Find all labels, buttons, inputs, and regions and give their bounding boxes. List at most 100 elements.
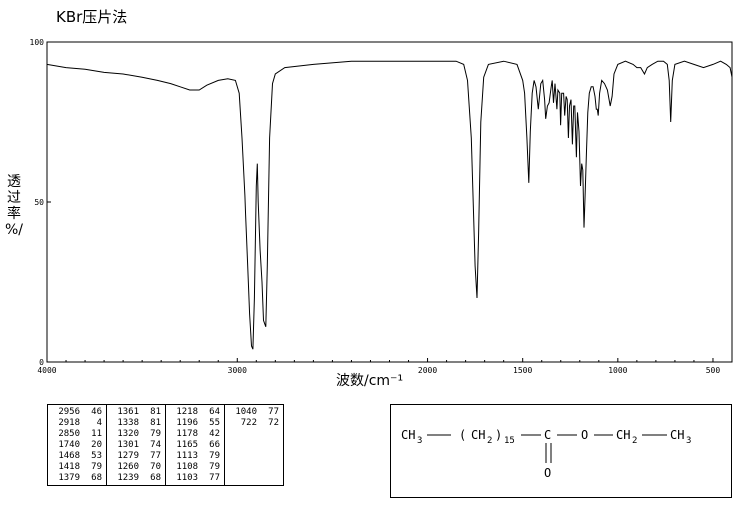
struct-carbonyl-c: C [544,428,551,442]
peak-table: 2956 46 2918 4 2850 11 1740 20 1468 53 1418 79 1379 6… [47,404,284,486]
peak-entry-empty [229,429,279,440]
spectrum-line [46,60,733,350]
peak-entry: 1379 68 [52,473,102,484]
peak-table-column: 2956 46 2918 4 2850 11 1740 20 1468 53 1418 79 1379 6… [47,404,107,486]
y-tick-label: 0 [39,358,44,367]
peak-transmittance: 68 [150,473,161,483]
struct-ether-o: O [581,428,588,442]
peak-transmittance: 46 [91,407,102,417]
peak-wavenumber: 722 [240,418,257,428]
struct-carbonyl-o: O [544,466,551,480]
chart-title: KBr压片法 [56,8,128,26]
peak-transmittance: 81 [150,407,161,417]
peak-wavenumber: 1379 [58,473,80,483]
peak-wavenumber: 1040 [235,407,257,417]
peak-entry: 1108 79 [170,462,220,473]
peak-wavenumber: 1338 [117,418,139,428]
peak-entry: 1040 77 [229,407,279,418]
peak-transmittance: 68 [91,473,102,483]
struct-sub: 2 [487,436,492,446]
peak-transmittance: 79 [91,462,102,472]
peak-entry: 1418 79 [52,462,102,473]
struct-ch2: CH [471,428,485,442]
peak-entry: 1178 42 [170,429,220,440]
peak-wavenumber: 1740 [58,440,80,450]
peak-transmittance: 42 [209,429,220,439]
peak-entry-empty [229,451,279,462]
y-axis-label-char: 透 [7,174,21,190]
peak-transmittance: 81 [150,418,161,428]
peak-wavenumber: 1239 [117,473,139,483]
y-axis-label-char: %/ [4,222,24,238]
peak-wavenumber: 1178 [176,429,198,439]
peak-entry: 1338 81 [111,418,161,429]
peak-entry: 1103 77 [170,473,220,484]
peak-transmittance: 77 [268,407,279,417]
peak-entry: 1320 79 [111,429,161,440]
struct-sub: 15 [504,436,515,446]
struct-ch2: CH [616,428,630,442]
y-axis-label-char: 过 [7,190,21,206]
peak-entry: 2918 4 [52,418,102,429]
peak-entry-empty [229,462,279,473]
peak-transmittance: 77 [209,473,220,483]
peak-transmittance: 53 [91,451,102,461]
struct-sub: 3 [417,436,422,446]
peak-transmittance: 79 [209,451,220,461]
peak-wavenumber: 1113 [176,451,198,461]
peak-table-column: 1040 77 722 72 [224,404,284,486]
peak-transmittance: 79 [150,429,161,439]
structure-box: CH 3 ( CH 2 ) 15 C O CH 2 CH 3 O [390,404,732,498]
peak-wavenumber: 1108 [176,462,198,472]
peak-entry: 1468 53 [52,451,102,462]
peak-entry: 1260 70 [111,462,161,473]
peak-wavenumber: 1418 [58,462,80,472]
peak-wavenumber: 1361 [117,407,139,417]
struct-paren-close: ) [495,428,502,442]
plot-frame [46,41,733,363]
peak-table-column: 1218 64 1196 55 1178 42 1165 66 1113 79 1108 79 1103… [165,404,225,486]
peak-wavenumber: 1301 [117,440,139,450]
peak-entry-empty [229,473,279,484]
peak-wavenumber: 1103 [176,473,198,483]
peak-entry: 1279 77 [111,451,161,462]
x-axis-label: 波数/cm⁻¹ [336,373,404,389]
x-tick-label: 4000 [37,366,56,375]
x-tick-label: 500 [706,366,721,375]
struct-paren-open: ( [459,428,466,442]
peak-transmittance: 79 [209,462,220,472]
peak-wavenumber: 2850 [58,429,80,439]
x-tick-label: 1000 [608,366,627,375]
peak-transmittance: 72 [268,418,279,428]
peak-wavenumber: 1320 [117,429,139,439]
peak-table-row: 2956 46 2918 4 2850 11 1740 20 1468 53 1418 79 1379 6… [47,404,284,486]
struct-ch3: CH [670,428,684,442]
peak-entry: 1361 81 [111,407,161,418]
peak-entry-empty [229,440,279,451]
y-axis-label: 透 过 率 %/ [4,174,24,238]
struct-ch3: CH [401,428,415,442]
peak-transmittance: 4 [96,418,102,428]
peak-entry: 1301 74 [111,440,161,451]
x-tick-label: 3000 [228,366,247,375]
peak-entry: 1165 66 [170,440,220,451]
peak-wavenumber: 1218 [176,407,198,417]
x-tick-label: 2000 [418,366,437,375]
axis-ticks: 4000 3000 2000 1500 1000 500 0 50 100 [30,38,721,375]
peak-entry: 1740 20 [52,440,102,451]
peak-transmittance: 55 [209,418,220,428]
x-tick-label: 1500 [513,366,532,375]
peak-transmittance: 70 [150,462,161,472]
peak-transmittance: 77 [150,451,161,461]
peak-transmittance: 11 [91,429,102,439]
peak-wavenumber: 1196 [176,418,198,428]
ir-spectrum-chart: 4000 3000 2000 1500 1000 500 0 50 100 [30,38,733,375]
peak-entry: 722 72 [229,418,279,429]
peak-transmittance: 20 [91,440,102,450]
y-tick-label: 100 [30,38,45,47]
struct-sub: 3 [686,436,691,446]
peak-transmittance: 66 [209,440,220,450]
peak-entry: 1218 64 [170,407,220,418]
peak-transmittance: 64 [209,407,220,417]
peak-wavenumber: 1279 [117,451,139,461]
